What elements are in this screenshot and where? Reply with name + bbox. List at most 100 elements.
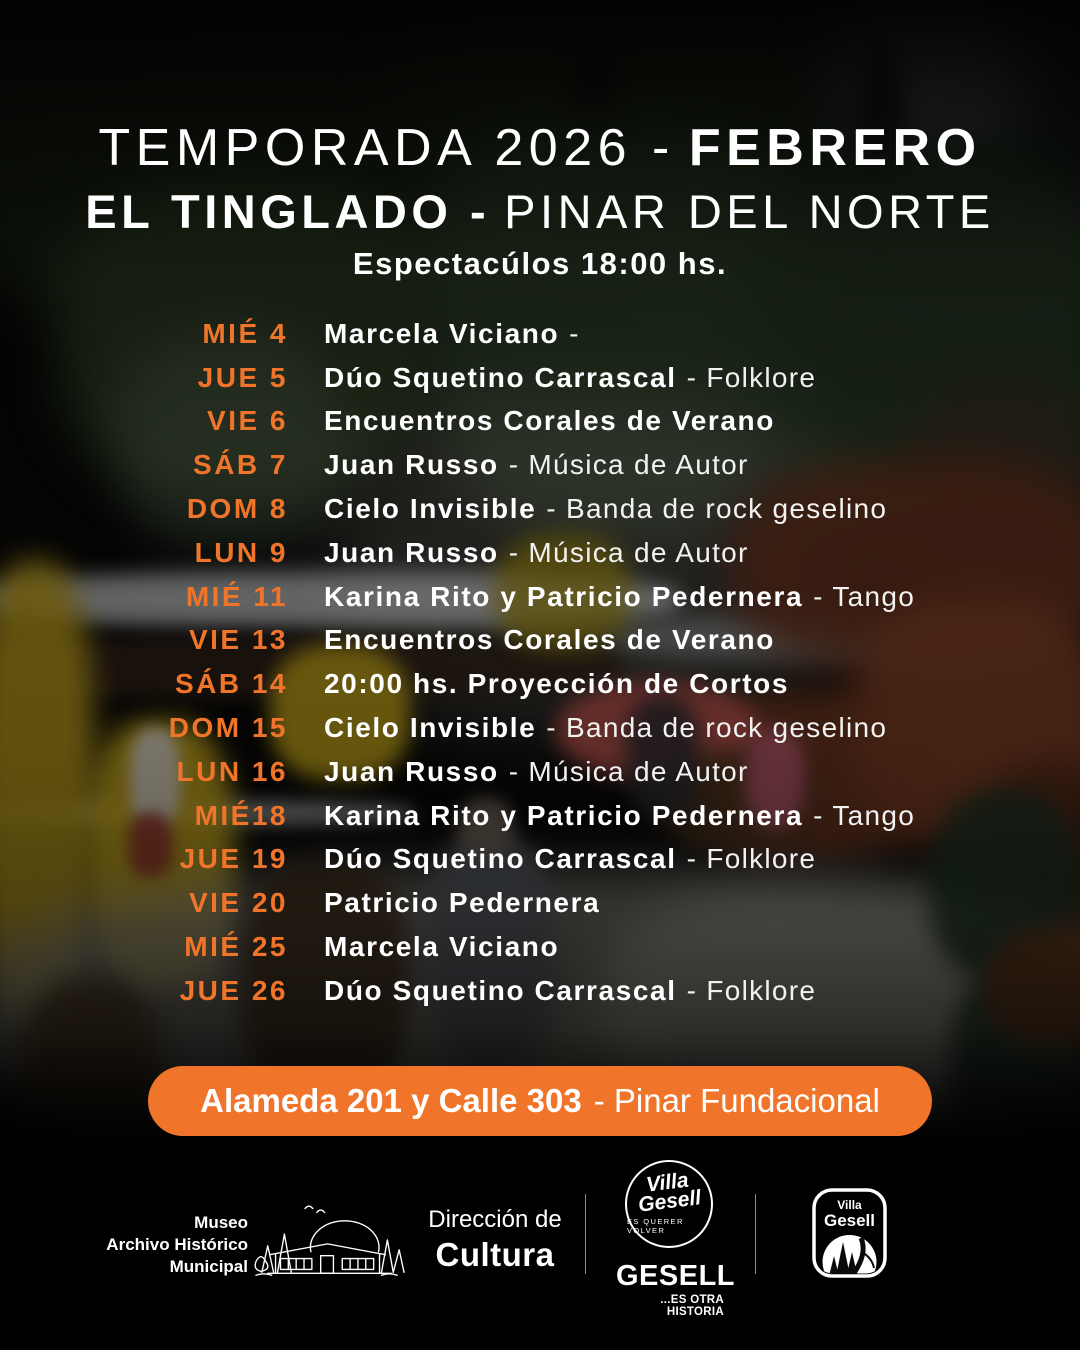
address-area: - Pinar Fundacional: [593, 1082, 880, 1119]
museum-building-icon: [254, 1198, 406, 1283]
schedule-day: VIE 20: [188, 887, 288, 919]
schedule-day: VIE 13: [188, 624, 288, 656]
svg-text:Villa: Villa: [837, 1198, 862, 1212]
event-detail: - Banda de rock geselino: [546, 493, 888, 525]
schedule-row: JUE 26 Dúo Squetino Carrascal - Folklore: [0, 969, 1080, 1013]
culture-line1: Dirección de: [428, 1206, 562, 1233]
event-name: Juan Russo: [324, 449, 499, 481]
event-detail: - Tango: [813, 580, 916, 612]
event-name: Encuentros Corales de Verano: [324, 405, 775, 437]
museum-line2: Archivo Histórico: [106, 1235, 248, 1255]
schedule-day: MIÉ 25: [184, 931, 288, 963]
schedule-event: Juan Russo - Música de Autor: [324, 449, 749, 481]
event-detail: - Folklore: [686, 843, 817, 875]
schedule-row: DOM 15 Cielo Invisible - Banda de rock ges…: [0, 706, 1080, 750]
title-neighborhood: PINAR DEL NORTE: [504, 185, 995, 238]
schedule-day: SÁB 14: [174, 668, 288, 700]
schedule-day: SÁB 7: [193, 449, 288, 481]
villa-gesell-script-text: Villa Gesell: [635, 1168, 703, 1217]
gesell-wordmark-title: GESELL: [616, 1260, 736, 1292]
title-venue: EL TINGLADO -: [85, 185, 491, 238]
schedule-event: 20:00 hs. Proyección de Cortos: [324, 668, 799, 700]
poster-title-line2: EL TINGLADO - PINAR DEL NORTE: [0, 184, 1080, 239]
gesell-wordmark-tagline: ...ES OTRA HISTORIA: [660, 1294, 724, 1318]
event-name: Patricio Pedernera: [324, 887, 601, 919]
schedule-row: LUN 9 Juan Russo - Música de Autor: [0, 531, 1080, 575]
event-name: Encuentros Corales de Verano: [324, 624, 775, 656]
circle-logo-line2: Gesell: [637, 1186, 703, 1217]
schedule-list: MIÉ 4 Marcela Viciano - JUE 5 Dúo Squetino …: [0, 312, 1080, 1013]
footer-divider: [755, 1194, 756, 1274]
event-detail: - Música de Autor: [508, 536, 749, 568]
schedule-row: MIÉ18 Karina Rito y Patricio Pedernera - T…: [0, 794, 1080, 838]
schedule-event: Dúo Squetino Carrascal - Folklore: [324, 843, 816, 875]
event-name: Dúo Squetino Carrascal: [324, 361, 677, 393]
schedule-day: DOM 15: [168, 712, 288, 744]
schedule-day: JUE 5: [197, 361, 288, 393]
svg-text:Gesell: Gesell: [824, 1211, 875, 1230]
schedule-row: VIE 20 Patricio Pedernera: [0, 881, 1080, 925]
schedule-row: JUE 19 Dúo Squetino Carrascal - Folklore: [0, 838, 1080, 882]
schedule-event: Karina Rito y Patricio Pedernera - Tango: [324, 581, 915, 613]
schedule-day: JUE 26: [179, 974, 288, 1006]
schedule-day: MIÉ 4: [202, 317, 288, 349]
poster-subtitle: Espectacúlos 18:00 hs.: [352, 246, 728, 281]
poster-title-line1: TEMPORADA 2026 - FEBRERO: [0, 118, 1080, 178]
event-name: Karina Rito y Patricio Pedernera: [324, 580, 804, 612]
footer: Museo Archivo Histórico Municipal: [0, 1150, 1080, 1350]
schedule-day: MIÉ18: [194, 799, 288, 831]
circle-logo-tagline: ES QUERER VOLVER: [627, 1217, 684, 1236]
event-detail: - Música de Autor: [508, 449, 749, 481]
schedule-event: Marcela Viciano: [324, 931, 569, 963]
schedule-event: Encuentros Corales de Verano: [324, 405, 785, 437]
schedule-event: Marcela Viciano -: [324, 318, 580, 350]
schedule-event: Cielo Invisible - Banda de rock geselino: [324, 493, 887, 525]
schedule-event: Dúo Squetino Carrascal - Folklore: [324, 975, 816, 1007]
museum-label: Museo Archivo Histórico Municipal: [96, 1212, 248, 1278]
event-detail: - Tango: [813, 799, 916, 831]
schedule-row: MIÉ 4 Marcela Viciano -: [0, 312, 1080, 356]
event-name: Cielo Invisible: [324, 493, 537, 525]
schedule-event: Juan Russo - Música de Autor: [324, 537, 749, 569]
schedule-event: Juan Russo - Música de Autor: [324, 756, 749, 788]
schedule-row: MIÉ 11 Karina Rito y Patricio Pedernera - …: [0, 575, 1080, 619]
schedule-day: MIÉ 11: [185, 580, 288, 612]
event-name: Marcela Viciano: [324, 931, 560, 963]
schedule-event: Cielo Invisible - Banda de rock geselino: [324, 712, 887, 744]
event-name: Karina Rito y Patricio Pedernera: [324, 799, 804, 831]
event-detail: - Banda de rock geselino: [546, 712, 888, 744]
event-name: Dúo Squetino Carrascal: [324, 843, 677, 875]
address-pill: Alameda 201 y Calle 303 - Pinar Fundacio…: [148, 1066, 932, 1136]
schedule-row: VIE 6 Encuentros Corales de Verano: [0, 400, 1080, 444]
gesell-wordmark: GESELL ...ES OTRA HISTORIA: [616, 1260, 736, 1319]
title-month: FEBRERO: [688, 119, 982, 177]
culture-line2: Cultura: [435, 1236, 555, 1273]
event-name: Dúo Squetino Carrascal: [324, 974, 677, 1006]
schedule-row: JUE 5 Dúo Squetino Carrascal - Folklore: [0, 356, 1080, 400]
culture-label: Dirección de Cultura: [420, 1206, 570, 1274]
title-season: TEMPORADA 2026 -: [98, 119, 675, 177]
villa-gesell-badge-icon: Villa Gesell: [812, 1188, 887, 1278]
schedule-day: LUN 16: [176, 755, 288, 787]
villa-gesell-circle-logo: Villa Gesell ES QUERER VOLVER: [625, 1160, 713, 1248]
museum-line3: Municipal: [169, 1257, 248, 1277]
event-detail: - Música de Autor: [508, 755, 749, 787]
schedule-day: DOM 8: [186, 493, 288, 525]
schedule-row: SÁB 14 20:00 hs. Proyección de Cortos: [0, 662, 1080, 706]
event-detail: - Folklore: [686, 361, 817, 393]
address-streets: Alameda 201 y Calle 303: [200, 1082, 582, 1119]
event-detail: -: [569, 317, 580, 349]
schedule-row: SÁB 7 Juan Russo - Música de Autor: [0, 443, 1080, 487]
schedule-row: LUN 16 Juan Russo - Música de Autor: [0, 750, 1080, 794]
schedule-row: DOM 8 Cielo Invisible - Banda de rock gese…: [0, 487, 1080, 531]
schedule-event: Karina Rito y Patricio Pedernera - Tango: [324, 800, 915, 832]
schedule-event: Dúo Squetino Carrascal - Folklore: [324, 362, 816, 394]
schedule-day: JUE 19: [179, 843, 288, 875]
event-detail: - Folklore: [686, 974, 817, 1006]
schedule-day: VIE 6: [207, 405, 288, 437]
event-name: Marcela Viciano: [324, 317, 560, 349]
footer-divider: [585, 1194, 586, 1274]
schedule-day: LUN 9: [194, 536, 288, 568]
event-name: 20:00 hs. Proyección de Cortos: [324, 668, 790, 700]
